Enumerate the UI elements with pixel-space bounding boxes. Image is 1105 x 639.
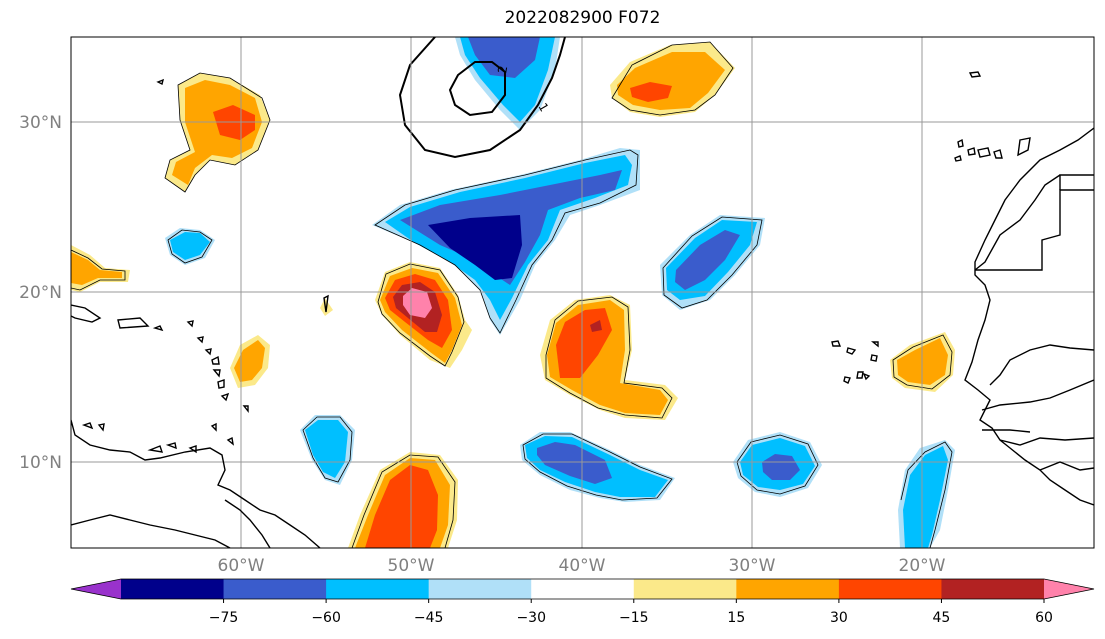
colorbar-segment: [121, 579, 225, 599]
colorbar-segment: [428, 579, 532, 599]
lon-label-40w: 40°W: [559, 556, 606, 576]
colorbar-extend-high: [1044, 579, 1094, 599]
contour-label-2: 2: [495, 65, 510, 75]
colorbar-extend-low: [71, 579, 121, 599]
colorbar-segment: [223, 579, 327, 599]
negative-anomaly-south-central: [520, 432, 675, 502]
anomaly-field: 2 1: [71, 37, 1094, 548]
colorbar-segment: [736, 579, 840, 599]
colorbar-outline: [70, 578, 1095, 600]
colorbar-segment: [941, 579, 1045, 599]
lat-label-30n: 30°N: [19, 113, 62, 133]
negative-anomaly-far-east: [898, 440, 955, 548]
zero-contours: [71, 41, 953, 548]
positive-anomaly-northwest: [165, 73, 270, 192]
colorbar-segment: [633, 579, 737, 599]
negative-anomaly-north: [455, 37, 560, 130]
colorbar-tick-label: −30: [516, 610, 546, 626]
colorbar-tick-label: −60: [311, 610, 341, 626]
negative-anomaly-south-east: [733, 432, 822, 497]
colorbar-tick-label: −45: [414, 610, 444, 626]
colorbar-tick-label: 45: [933, 610, 951, 626]
map-border: [70, 36, 1095, 549]
colorbar-segments: [70, 578, 1095, 600]
colorbar-segment: [838, 579, 942, 599]
colorbar-ticks: −75−60−45−30−151530456075: [209, 599, 1053, 626]
colorbar-tick-label: −75: [209, 610, 239, 626]
height-contours: [398, 37, 566, 159]
colorbar: −75−60−45−30−151530456075: [70, 578, 1095, 626]
lat-label-10n: 10°N: [19, 453, 62, 473]
negative-anomaly-east: [660, 215, 765, 310]
gridlines: [71, 37, 1094, 548]
colorbar-tick-label: 15: [727, 610, 745, 626]
coastlines: [71, 71, 1094, 548]
map-title: 2022082900 F072: [504, 8, 661, 28]
lon-label-30w: 30°W: [729, 556, 776, 576]
colorbar-segment: [326, 579, 430, 599]
lon-label-50w: 50°W: [388, 556, 435, 576]
lon-label-60w: 60°W: [218, 556, 265, 576]
lon-label-20w: 20°W: [899, 556, 946, 576]
colorbar-segment: [531, 579, 635, 599]
colorbar-tick-label: 60: [1035, 610, 1053, 626]
colorbar-tick-label: −15: [619, 610, 649, 626]
colorbar-tick-label: 30: [830, 610, 848, 626]
negative-anomaly-south-west: [300, 415, 355, 485]
lat-label-20n: 20°N: [19, 283, 62, 303]
positive-anomaly-central: [540, 295, 678, 420]
positive-anomaly-south: [348, 452, 458, 548]
